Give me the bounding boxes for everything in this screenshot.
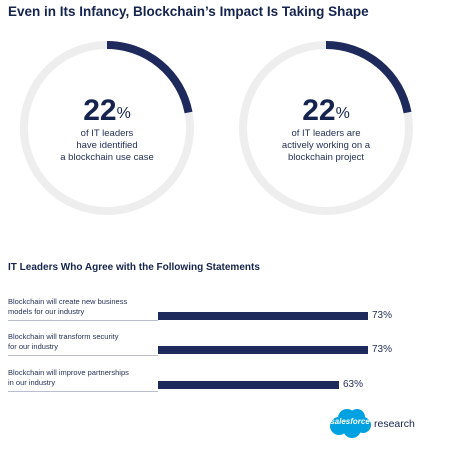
bar — [158, 381, 339, 389]
salesforce-cloud-logo-icon: salesforce — [328, 407, 372, 439]
donut-caption: of IT leaders are actively working on a … — [281, 128, 371, 163]
bar-value-label: 63% — [343, 379, 364, 390]
bar-label: Blockchain will transform security for o… — [8, 332, 119, 351]
donut-value: 22% — [302, 94, 350, 127]
row-divider — [8, 320, 158, 321]
donut-arc — [106, 41, 193, 114]
bar-value-label: 73% — [372, 310, 393, 321]
donut-value: 22% — [83, 94, 131, 127]
donut-svg — [20, 41, 194, 215]
page-title: Even in Its Infancy, Blockchain’s Impact… — [8, 4, 369, 19]
bar-chart-title: IT Leaders Who Agree with the Following … — [8, 262, 260, 273]
donut-chart-active-project: 22% of IT leaders are actively working o… — [236, 38, 416, 218]
bar-value-label: 73% — [372, 344, 393, 355]
logo-wordmark: salesforce — [330, 417, 370, 426]
cloud-shape — [330, 409, 371, 438]
brand-research-label: research — [374, 418, 415, 430]
row-divider — [8, 391, 158, 392]
bar — [158, 312, 368, 320]
donut-arc — [325, 41, 412, 114]
donut-chart-use-case: 22% of IT leaders have identified a bloc… — [17, 38, 197, 218]
row-divider — [8, 355, 158, 356]
donut-caption: of IT leaders have identified a blockcha… — [60, 128, 154, 163]
bar-label: Blockchain will improve partnerships in … — [8, 368, 129, 387]
bar-label: Blockchain will create new business mode… — [8, 297, 128, 316]
donut-svg — [239, 41, 413, 215]
bar — [158, 346, 368, 354]
